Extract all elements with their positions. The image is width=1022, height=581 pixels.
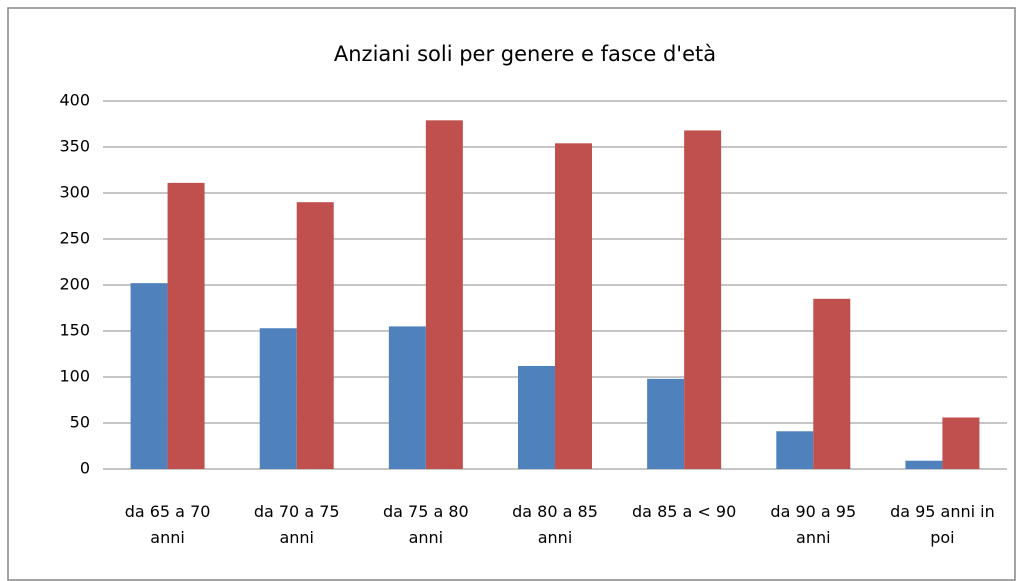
bar	[555, 143, 592, 469]
y-tick-label: 100	[59, 367, 90, 386]
bar	[905, 460, 943, 469]
bar	[167, 182, 205, 469]
bar	[942, 417, 980, 469]
x-tick-label: da 70 a 75 anni	[253, 502, 340, 547]
y-tick-label: 200	[59, 275, 90, 294]
bar	[518, 365, 555, 469]
bar	[684, 130, 722, 469]
x-tick-label: da 85 a < 90	[632, 502, 737, 521]
bar	[130, 283, 168, 469]
bar	[388, 326, 426, 469]
bar	[296, 202, 334, 469]
y-tick-label: 350	[59, 137, 90, 156]
bar	[813, 298, 851, 469]
x-tick-label: da 90 a 95 anni	[770, 502, 857, 547]
x-tick-label: da 75 a 80 anni	[382, 502, 469, 547]
y-tick-label: 250	[59, 229, 90, 248]
bar	[259, 328, 297, 469]
y-tick-label: 50	[70, 413, 90, 432]
y-tick-label: 400	[59, 91, 90, 110]
bar	[425, 120, 463, 469]
y-tick-label: 0	[80, 459, 90, 478]
chart-title: Anziani soli per genere e fasce d'età	[334, 42, 716, 66]
x-tick-label: da 65 a 70 anni	[124, 502, 211, 547]
x-tick-label: da 95 anni in poi	[890, 502, 995, 547]
x-tick-label: da 80 a 85 anni	[512, 502, 598, 547]
y-tick-label: 150	[59, 321, 90, 340]
bar	[647, 378, 685, 469]
bar	[776, 431, 814, 469]
y-tick-label: 300	[59, 183, 90, 202]
